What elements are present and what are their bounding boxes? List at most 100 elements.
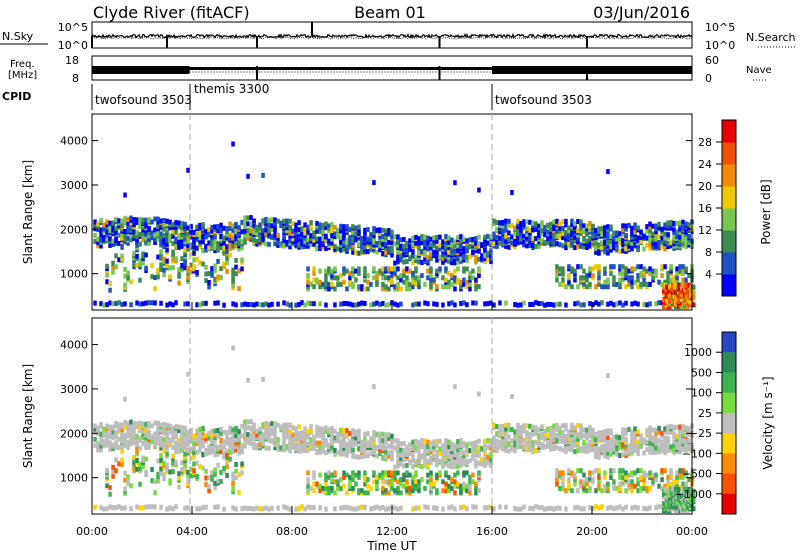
velocity-cell (408, 459, 412, 465)
power-cell (408, 268, 412, 274)
velocity-cell (618, 468, 622, 474)
velocity-cell (486, 438, 490, 444)
power-cell (402, 237, 406, 242)
power-cell (501, 219, 505, 225)
power-cell (678, 225, 682, 231)
velocity-cell (621, 427, 625, 433)
power-cell (654, 223, 658, 229)
velocity-cell (444, 488, 448, 494)
power-cell (426, 275, 430, 281)
power-cell (489, 241, 493, 247)
velocity-cell (222, 454, 226, 460)
velocity-cell (441, 448, 445, 454)
velocity-cell (231, 439, 235, 445)
velocity-cell (234, 432, 238, 438)
power-cell (570, 225, 574, 231)
velocity-cell (660, 485, 664, 491)
power-cell (321, 241, 325, 247)
power-cell (618, 240, 622, 246)
power-cell (615, 230, 619, 236)
velocity-cell (192, 468, 196, 474)
velocity-cell (678, 468, 682, 474)
power-cell (666, 235, 670, 241)
velocity-cell (534, 504, 538, 510)
velocity-cell (552, 427, 556, 433)
power-cell (684, 236, 688, 242)
velocity-cell (678, 438, 682, 444)
power-cell (651, 268, 655, 274)
velocity-cell (144, 456, 148, 462)
velocity-cell (438, 446, 442, 452)
power-cell (396, 275, 400, 281)
power-cell (186, 225, 190, 231)
power-cell (177, 233, 181, 239)
power-cell (663, 246, 667, 252)
velocity-cell (585, 481, 589, 487)
power-cell (612, 275, 616, 281)
power-cell (327, 223, 331, 229)
power-cell (462, 246, 466, 252)
power-cell (510, 240, 514, 246)
velocity-cell (129, 483, 133, 489)
velocity-cell (567, 483, 571, 489)
power-cell (237, 246, 241, 252)
power-cell (159, 253, 163, 259)
power-cell (240, 219, 244, 225)
velocity-cell (438, 458, 442, 464)
power-cell (573, 245, 577, 251)
power-cell (543, 239, 547, 245)
velocity-cell (540, 505, 544, 511)
velocity-cell (618, 474, 622, 480)
power-cell (357, 228, 361, 234)
velocity-cell (156, 427, 160, 433)
velocity-cell (621, 446, 625, 452)
power-cell (123, 273, 127, 279)
velocity-cell (357, 454, 361, 460)
power-cell (177, 224, 181, 230)
power-cell (399, 277, 403, 283)
power-cell (399, 237, 403, 243)
velocity-cell (675, 424, 679, 430)
velocity-cell (492, 435, 496, 441)
velocity-cell (153, 490, 157, 496)
power-cell (126, 217, 130, 222)
velocity-cell (243, 437, 247, 443)
power-cell (687, 228, 691, 233)
power-cell (111, 265, 115, 271)
velocity-cell (597, 430, 601, 436)
velocity-cell (333, 435, 337, 441)
power-cell (351, 237, 355, 243)
velocity-cell (474, 440, 478, 446)
velocity-cell (510, 394, 514, 399)
velocity-cell (228, 456, 232, 462)
velocity-cell (312, 438, 316, 444)
velocity-cell (639, 474, 643, 480)
power-cell (621, 264, 625, 270)
power-cell (567, 240, 571, 246)
power-cell (471, 237, 475, 242)
power-cell (651, 244, 655, 250)
power-cell (192, 247, 196, 253)
velocity-cell (393, 488, 397, 494)
power-cell (453, 268, 457, 274)
power-cell (189, 242, 193, 248)
velocity-cell (507, 434, 511, 440)
power-cell (387, 275, 391, 281)
power-cell (186, 167, 190, 173)
velocity-cell (390, 470, 394, 476)
power-cell (114, 253, 118, 259)
power-cell (672, 238, 676, 244)
velocity-cell (111, 473, 115, 479)
power-cell (252, 237, 256, 243)
power-cell (285, 218, 289, 224)
velocity-cell (420, 444, 424, 450)
velocity-cell (678, 429, 682, 435)
power-cell (483, 253, 487, 258)
power-cell (198, 235, 202, 241)
power-cell (297, 227, 301, 233)
power-cell (435, 245, 439, 251)
velocity-cell (669, 424, 673, 429)
velocity-cell (345, 505, 349, 511)
velocity-cell (138, 425, 142, 431)
velocity-cell (561, 423, 565, 429)
